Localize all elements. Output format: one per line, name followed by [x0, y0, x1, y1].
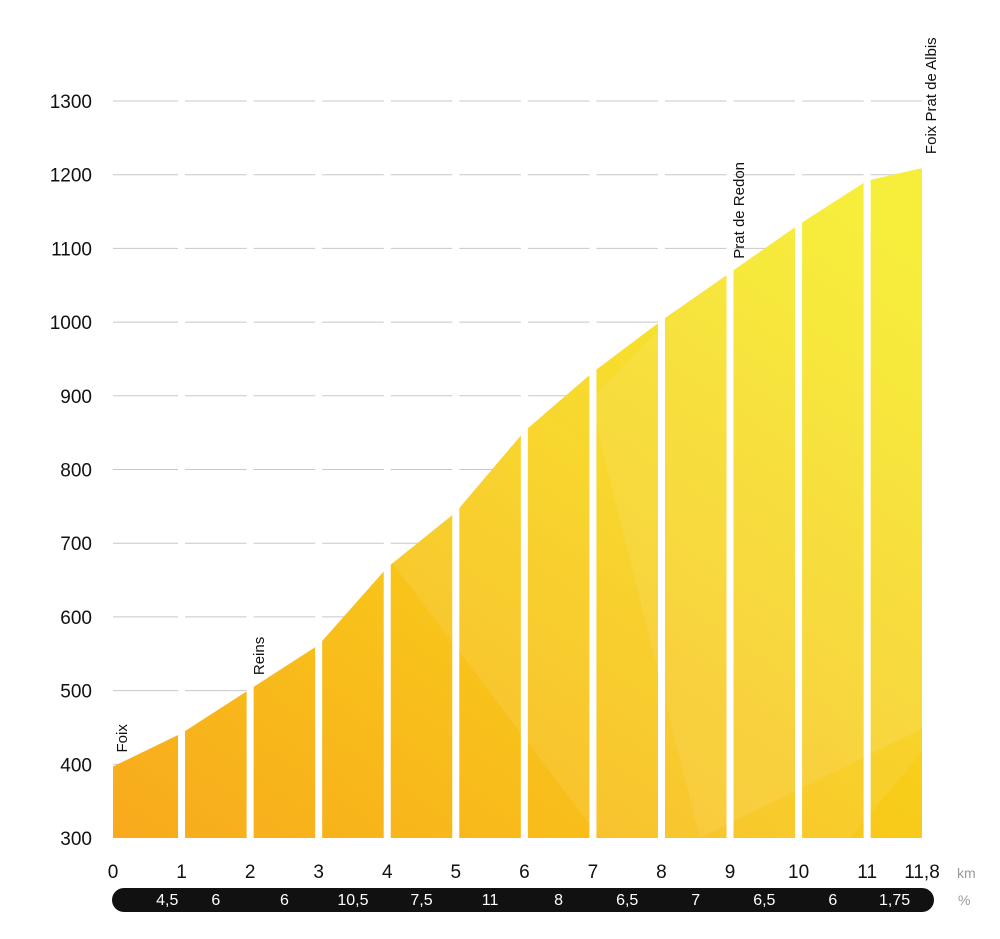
- y-tick-label: 700: [60, 534, 92, 555]
- y-tick-label: 500: [60, 682, 92, 703]
- place-label: Foix: [114, 724, 131, 753]
- y-tick-label: 900: [60, 387, 92, 408]
- km-separator-1: [178, 90, 186, 850]
- gradient-value: 6: [280, 892, 289, 909]
- km-separator-10: [795, 90, 803, 850]
- gradient-value: 4,5: [156, 892, 178, 909]
- y-tick-label: 1200: [50, 166, 92, 187]
- y-axis-ticks: 300 400 500 600 700 800 900 1000 1100 1200 1300: [50, 92, 92, 850]
- place-labels: Foix Reins Prat de Redon Foix Prat de Albis: [114, 37, 940, 752]
- km-separator-2: [246, 90, 254, 850]
- x-tick-label: 3: [313, 862, 324, 883]
- y-tick-label: 600: [60, 608, 92, 629]
- km-separator-4: [383, 90, 391, 850]
- km-separator-5: [452, 90, 460, 850]
- y-tick-label: 1000: [50, 313, 92, 334]
- x-tick-label: 8: [656, 862, 667, 883]
- km-separators: [178, 90, 871, 850]
- x-tick-label: 10: [788, 862, 809, 883]
- gradient-value: 8: [554, 892, 563, 909]
- x-tick-label: 1: [176, 862, 187, 883]
- y-tick-label: 1100: [51, 239, 92, 260]
- km-separator-11: [863, 90, 871, 850]
- x-tick-label: 2: [245, 862, 256, 883]
- km-separator-6: [520, 90, 528, 850]
- y-tick-label: 300: [60, 829, 92, 850]
- x-tick-label: 9: [725, 862, 736, 883]
- x-tick-label: 6: [519, 862, 530, 883]
- x-axis-ticks: 0 1 2 3 4 5 6 7 8 9 10 11 11,8: [108, 862, 940, 883]
- gradient-value: 11: [482, 892, 499, 909]
- x-tick-label: 11: [857, 862, 877, 883]
- x-tick-label: 4: [382, 862, 393, 883]
- gradient-unit-label: %: [958, 892, 970, 908]
- y-tick-label: 1300: [50, 92, 92, 113]
- x-tick-label: 11,8: [904, 862, 940, 883]
- place-label: Prat de Redon: [731, 162, 748, 259]
- x-axis-unit-label: km: [957, 865, 976, 881]
- gradient-value: 6: [828, 892, 837, 909]
- km-separator-7: [589, 90, 597, 850]
- gradient-value: 6,5: [753, 892, 775, 909]
- km-separator-9: [726, 90, 734, 850]
- km-separator-3: [315, 90, 323, 850]
- km-separator-8: [657, 90, 665, 850]
- gradient-value: 6,5: [616, 892, 638, 909]
- gradient-value: 10,5: [337, 892, 368, 909]
- x-tick-label: 7: [588, 862, 599, 883]
- x-tick-label: 5: [451, 862, 462, 883]
- y-tick-label: 800: [60, 461, 92, 482]
- gradient-value: 7: [691, 892, 700, 909]
- gradient-bar: 4,5 6 6 10,5 7,5 11 8 6,5 7 6,5 6 1,75: [112, 888, 934, 912]
- gradient-value: 7,5: [410, 892, 432, 909]
- gradient-bar-background: [112, 888, 934, 912]
- place-label: Foix Prat de Albis: [923, 37, 940, 154]
- place-label: Reins: [251, 637, 268, 675]
- y-tick-label: 400: [60, 755, 92, 776]
- gradient-value: 6: [211, 892, 220, 909]
- x-tick-label: 0: [108, 862, 119, 883]
- gradient-value: 1,75: [879, 892, 910, 909]
- shade-band-2: [590, 168, 922, 838]
